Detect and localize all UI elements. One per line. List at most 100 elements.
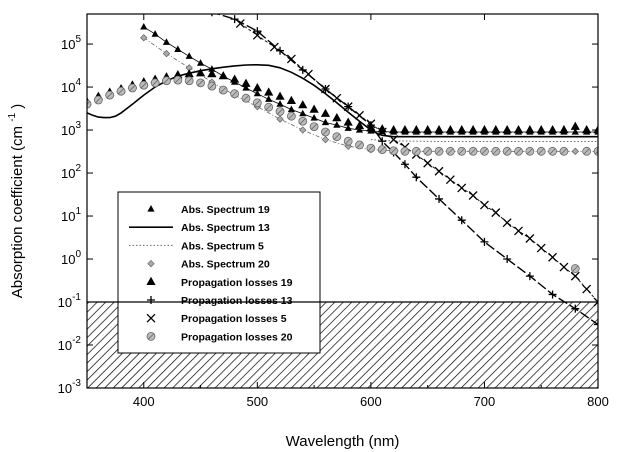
data-point bbox=[321, 118, 330, 126]
data-point bbox=[411, 125, 421, 134]
series-line bbox=[87, 63, 598, 138]
data-point bbox=[286, 54, 296, 64]
legend-label: Abs. Spectrum 5 bbox=[181, 240, 264, 252]
data-point-hatch bbox=[356, 141, 363, 149]
data-point bbox=[355, 126, 364, 133]
data-point bbox=[320, 108, 331, 117]
legend-box bbox=[117, 191, 321, 354]
data-point-hatch bbox=[413, 148, 420, 155]
data-point bbox=[321, 84, 330, 94]
data-point-hatch bbox=[208, 83, 215, 90]
data-point-hatch bbox=[163, 77, 170, 84]
data-point bbox=[502, 218, 512, 228]
data-point-hatch bbox=[572, 265, 579, 272]
data-point bbox=[468, 125, 478, 134]
legend-label: Propagation losses 19 bbox=[181, 277, 293, 289]
data-point-hatch bbox=[299, 118, 306, 125]
data-point bbox=[185, 1, 193, 9]
data-point bbox=[299, 109, 307, 117]
y-tick-label: 100 bbox=[61, 249, 81, 267]
y-tick-label: 10-1 bbox=[58, 292, 82, 310]
legend-entry: Abs. Spectrum 19 bbox=[147, 204, 270, 216]
series-3 bbox=[370, 139, 598, 142]
data-point-hatch bbox=[87, 101, 91, 105]
data-point bbox=[457, 183, 467, 193]
data-point-hatch bbox=[538, 148, 545, 155]
data-point bbox=[162, 0, 170, 2]
legend-marker bbox=[147, 296, 155, 304]
y-tick-label: 105 bbox=[61, 34, 81, 52]
data-point bbox=[174, 45, 182, 53]
data-point-hatch bbox=[447, 148, 454, 155]
data-point bbox=[287, 105, 295, 113]
data-point bbox=[343, 102, 353, 112]
legend-marker bbox=[146, 313, 156, 323]
data-point-hatch bbox=[435, 148, 443, 155]
data-point-hatch bbox=[401, 148, 409, 155]
data-point bbox=[435, 194, 444, 203]
data-point bbox=[445, 175, 455, 185]
data-point bbox=[582, 125, 592, 134]
data-point-hatch bbox=[379, 146, 386, 153]
data-point-hatch bbox=[117, 88, 125, 95]
data-point bbox=[252, 83, 262, 92]
data-point bbox=[571, 304, 580, 313]
data-point bbox=[366, 121, 375, 130]
y-axis-title-main: Absorption coefficient (cm bbox=[9, 126, 26, 298]
data-point bbox=[310, 114, 318, 121]
data-point bbox=[276, 100, 284, 107]
data-point bbox=[400, 160, 409, 169]
data-point bbox=[480, 237, 489, 246]
data-point bbox=[211, 14, 213, 17]
data-point bbox=[513, 125, 524, 134]
legend-entry: Propagation losses 13 bbox=[147, 295, 293, 307]
data-point bbox=[286, 95, 296, 104]
data-point bbox=[253, 27, 262, 36]
y-tick-label: 102 bbox=[61, 163, 81, 181]
data-point bbox=[571, 128, 579, 135]
data-point-hatch bbox=[95, 96, 102, 104]
series-2 bbox=[87, 63, 598, 138]
x-tick-label: 500 bbox=[246, 394, 268, 409]
series-line bbox=[240, 23, 598, 303]
data-point-hatch bbox=[583, 148, 590, 155]
data-point bbox=[377, 127, 387, 137]
data-point bbox=[207, 69, 217, 78]
data-point-hatch bbox=[197, 79, 204, 86]
data-point-hatch bbox=[390, 147, 397, 154]
data-point bbox=[491, 208, 501, 218]
legend-entry: Abs. Spectrum 13 bbox=[129, 222, 270, 234]
legend-marker-hatch bbox=[147, 333, 155, 340]
data-point-hatch bbox=[549, 148, 556, 155]
data-point bbox=[582, 284, 592, 294]
data-point bbox=[195, 68, 206, 77]
legend-entry: Abs. Spectrum 20 bbox=[147, 259, 270, 271]
data-point bbox=[366, 119, 376, 129]
data-point-hatch bbox=[231, 90, 238, 97]
x-axis-title: Wavelength (nm) bbox=[286, 433, 400, 450]
data-point bbox=[525, 234, 535, 243]
data-point bbox=[468, 191, 478, 200]
data-point bbox=[536, 125, 546, 134]
data-point-hatch bbox=[288, 113, 295, 120]
data-point bbox=[503, 255, 512, 264]
legend-label: Abs. Spectrum 20 bbox=[181, 259, 270, 271]
data-point bbox=[332, 93, 342, 103]
data-point bbox=[151, 30, 159, 37]
x-tick-label: 700 bbox=[474, 394, 496, 409]
legend-entry: Propagation losses 19 bbox=[146, 276, 293, 289]
plot-frame bbox=[86, 13, 599, 389]
y-axis-title-sup: -1 bbox=[7, 112, 18, 121]
data-point bbox=[185, 52, 193, 59]
legend-marker bbox=[147, 259, 155, 268]
data-point bbox=[253, 89, 261, 97]
data-point bbox=[434, 166, 444, 176]
data-point bbox=[389, 125, 399, 134]
data-point bbox=[87, 99, 92, 109]
data-point bbox=[321, 135, 330, 144]
x-axis: 400 500 600 700 800 bbox=[86, 14, 609, 409]
y-axis: 10-3 10-2 10-1 100 101 102 103 104 105 bbox=[58, 34, 598, 396]
data-point bbox=[162, 38, 171, 45]
series-line bbox=[370, 139, 598, 142]
legend-entry: Propagation losses 5 bbox=[146, 313, 287, 325]
